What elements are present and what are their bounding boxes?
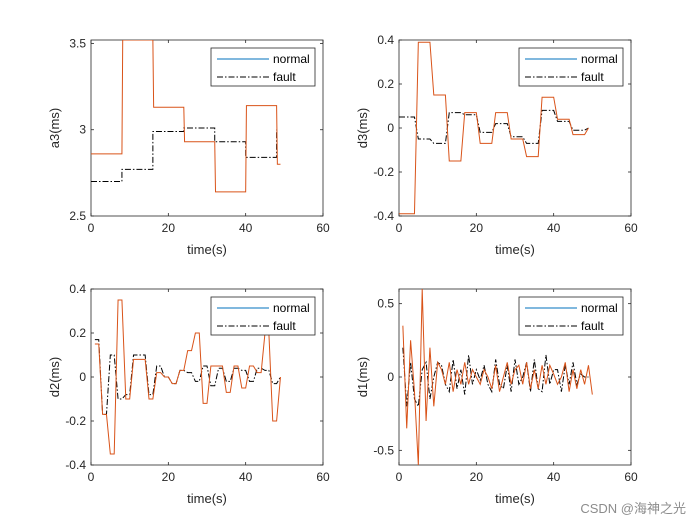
- legend-label-fault: fault: [273, 319, 296, 333]
- panel-d2: 0 20 40 60 -0.4 -0.2 0 0.2 0.4 time(s) d2(ms) norma…: [47, 282, 330, 506]
- series-group: [91, 40, 281, 193]
- x-axis-label: time(s): [187, 242, 227, 257]
- y-tick-label: -0.2: [65, 414, 86, 428]
- legend-label-fault: fault: [581, 319, 604, 333]
- y-tick-label: -0.4: [65, 458, 86, 472]
- x-tick-label: 40: [547, 221, 561, 235]
- x-tick-label: 60: [316, 221, 330, 235]
- series-line-orange: [402, 289, 593, 465]
- legend-label-normal: normal: [273, 52, 310, 66]
- series-group: [402, 289, 593, 465]
- y-axis-label: d2(ms): [47, 357, 62, 397]
- series-line-orange: [91, 40, 281, 193]
- x-axis-label: time(s): [187, 491, 227, 506]
- y-tick-label: 2.5: [69, 209, 86, 223]
- x-tick-label: 20: [162, 221, 176, 235]
- legend-label-normal: normal: [581, 301, 618, 315]
- y-tick-label: 0.5: [377, 297, 394, 311]
- legend: normal fault: [518, 296, 624, 336]
- legend-label-normal: normal: [273, 301, 310, 315]
- y-axis-label: a3(ms): [47, 108, 62, 148]
- y-tick-label: -0.2: [373, 165, 394, 179]
- legend-label-fault: fault: [273, 70, 296, 84]
- y-tick-label: 0: [387, 370, 394, 384]
- x-tick-label: 20: [470, 221, 484, 235]
- legend-label-fault: fault: [581, 70, 604, 84]
- y-tick-label: 0.4: [377, 33, 394, 47]
- series-group: [94, 299, 281, 455]
- legend-box: [518, 47, 624, 87]
- y-tick-label: 0.2: [377, 77, 394, 91]
- x-tick-label: 0: [396, 470, 403, 484]
- legend: normal fault: [210, 296, 316, 336]
- series-line-orange: [399, 41, 589, 215]
- legend-label-normal: normal: [581, 52, 618, 66]
- x-tick-label: 40: [547, 470, 561, 484]
- series-line-fault: [399, 109, 589, 144]
- x-axis-label: time(s): [495, 242, 535, 257]
- x-tick-label: 0: [88, 221, 95, 235]
- x-tick-label: 20: [470, 470, 484, 484]
- x-tick-label: 0: [396, 221, 403, 235]
- series-line-fault: [402, 347, 589, 409]
- y-tick-label: -0.4: [373, 209, 394, 223]
- x-tick-label: 60: [624, 470, 638, 484]
- panel-a3: 0 20 40 60 2.5 3 3.5 time(s) a3(ms) normal fault: [47, 36, 330, 257]
- x-tick-label: 40: [239, 470, 253, 484]
- series-group: [399, 41, 589, 215]
- x-tick-label: 60: [624, 221, 638, 235]
- y-axis-label: d3(ms): [355, 108, 370, 148]
- legend: normal fault: [210, 47, 316, 87]
- x-tick-label: 40: [239, 221, 253, 235]
- y-tick-label: -0.5: [373, 443, 394, 457]
- y-tick-label: 3: [79, 123, 86, 137]
- y-tick-label: 0: [387, 121, 394, 135]
- y-tick-label: 0.2: [69, 326, 86, 340]
- x-axis-label: time(s): [495, 491, 535, 506]
- y-axis-label: d1(ms): [355, 357, 370, 397]
- legend-box: [210, 47, 316, 87]
- legend-box: [210, 296, 316, 336]
- x-tick-label: 20: [162, 470, 176, 484]
- legend-box: [518, 296, 624, 336]
- y-tick-label: 0.4: [69, 282, 86, 296]
- y-tick-label: 0: [79, 370, 86, 384]
- series-line-orange: [94, 299, 281, 455]
- watermark: CSDN @海神之光: [580, 501, 686, 516]
- y-tick-label: 3.5: [69, 36, 86, 50]
- legend: normal fault: [518, 47, 624, 87]
- x-tick-label: 60: [316, 470, 330, 484]
- panel-d3: 0 20 40 60 -0.4 -0.2 0 0.2 0.4 time(s) d3(ms) norma…: [355, 33, 638, 257]
- x-tick-label: 0: [88, 470, 95, 484]
